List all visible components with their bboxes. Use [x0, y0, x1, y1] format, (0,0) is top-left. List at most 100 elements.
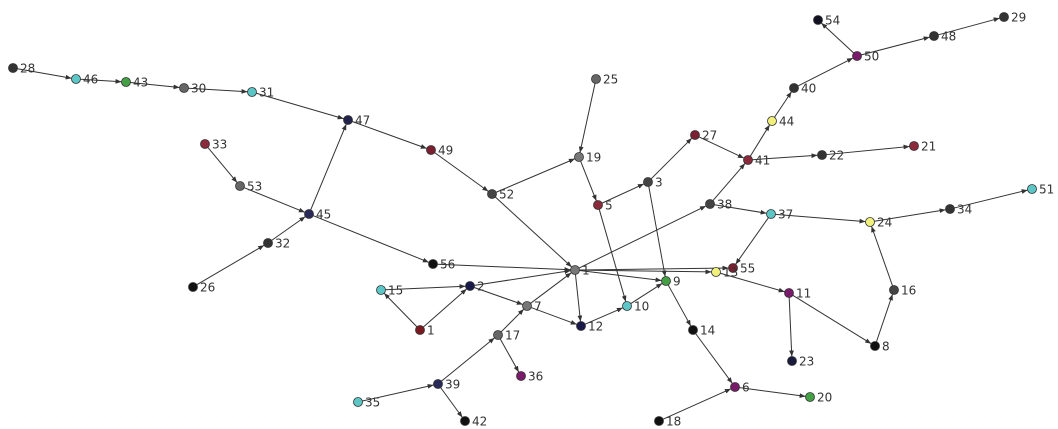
edge: [130, 81, 180, 90]
node: [591, 74, 601, 84]
node-label: 31: [259, 86, 274, 100]
node-label: 47: [355, 114, 370, 128]
node: [865, 217, 875, 227]
edge: [362, 383, 434, 402]
edge: [352, 121, 427, 149]
edge: [495, 158, 576, 193]
node: [728, 263, 738, 273]
node-label: 45: [316, 208, 331, 222]
node-label: 2: [477, 280, 485, 294]
edge: [954, 189, 1028, 209]
node: [460, 416, 470, 426]
node-label: 42: [472, 415, 487, 429]
node-label: 5: [605, 199, 613, 213]
edge: [579, 270, 662, 283]
node-label: 35: [365, 396, 380, 410]
edge: [938, 17, 1000, 36]
node: [805, 392, 815, 402]
node-label: 8: [882, 340, 890, 354]
edge: [650, 137, 693, 180]
edge: [474, 269, 571, 286]
node: [433, 379, 443, 389]
node-label: 22: [829, 149, 844, 163]
edge: [601, 183, 645, 204]
edge: [698, 136, 745, 159]
edge: [578, 83, 596, 153]
node: [688, 325, 698, 335]
edge: [580, 161, 597, 201]
node-label: 46: [83, 73, 98, 87]
edge: [667, 284, 692, 327]
edges: [17, 17, 1028, 420]
edge: [17, 68, 72, 80]
node-label: 1: [582, 264, 590, 278]
node: [247, 87, 257, 97]
node-label: 43: [133, 76, 148, 90]
edge: [271, 216, 306, 241]
edge: [774, 91, 792, 118]
edge: [196, 244, 265, 286]
node: [889, 285, 899, 295]
node: [643, 177, 653, 187]
node: [8, 63, 18, 73]
node: [121, 77, 131, 87]
node: [522, 301, 532, 311]
edge: [474, 287, 523, 305]
node-label: 44: [779, 115, 794, 129]
node: [516, 371, 526, 381]
edge: [80, 78, 122, 84]
node-label: 23: [799, 355, 814, 369]
node: [493, 330, 503, 340]
edge: [188, 87, 248, 94]
node: [71, 74, 81, 84]
node-label: 7: [534, 300, 542, 314]
node: [909, 141, 919, 151]
node-label: 6: [742, 381, 750, 395]
edge: [494, 196, 573, 268]
node: [711, 267, 721, 277]
node-label: 10: [634, 300, 649, 314]
node: [570, 265, 580, 275]
node: [945, 204, 955, 214]
edge: [383, 292, 418, 328]
node-label: 12: [588, 320, 603, 334]
node-label: 50: [864, 50, 879, 64]
node: [235, 181, 245, 191]
node: [766, 209, 776, 219]
node-label: 40: [801, 82, 816, 96]
edge: [579, 265, 729, 271]
node-label: 24: [877, 216, 892, 230]
edge: [739, 387, 806, 398]
node-label: 30: [191, 82, 206, 96]
edge: [875, 294, 894, 342]
node: [574, 152, 584, 162]
edge: [584, 307, 624, 325]
edge: [310, 123, 347, 211]
node: [428, 259, 438, 269]
edge: [256, 92, 344, 120]
node-label: 28: [20, 62, 35, 76]
node: [784, 288, 794, 298]
node: [870, 341, 880, 351]
node-label: 21: [921, 140, 936, 154]
node-label: 27: [702, 129, 717, 143]
edge: [861, 36, 930, 56]
edge: [820, 22, 855, 54]
node-label: 36: [528, 370, 543, 384]
node: [179, 83, 189, 93]
node-label: 49: [438, 144, 453, 158]
node-label: 20: [817, 391, 832, 405]
node-label: 34: [957, 203, 972, 217]
node: [730, 382, 740, 392]
edge: [434, 152, 489, 192]
node: [593, 200, 603, 210]
node-label: 51: [1039, 183, 1054, 197]
edge: [437, 263, 571, 272]
node-label: 9: [673, 275, 681, 289]
node-label: 11: [796, 287, 811, 301]
edge: [312, 215, 430, 263]
node-label: 54: [825, 14, 840, 28]
edge: [578, 205, 707, 269]
